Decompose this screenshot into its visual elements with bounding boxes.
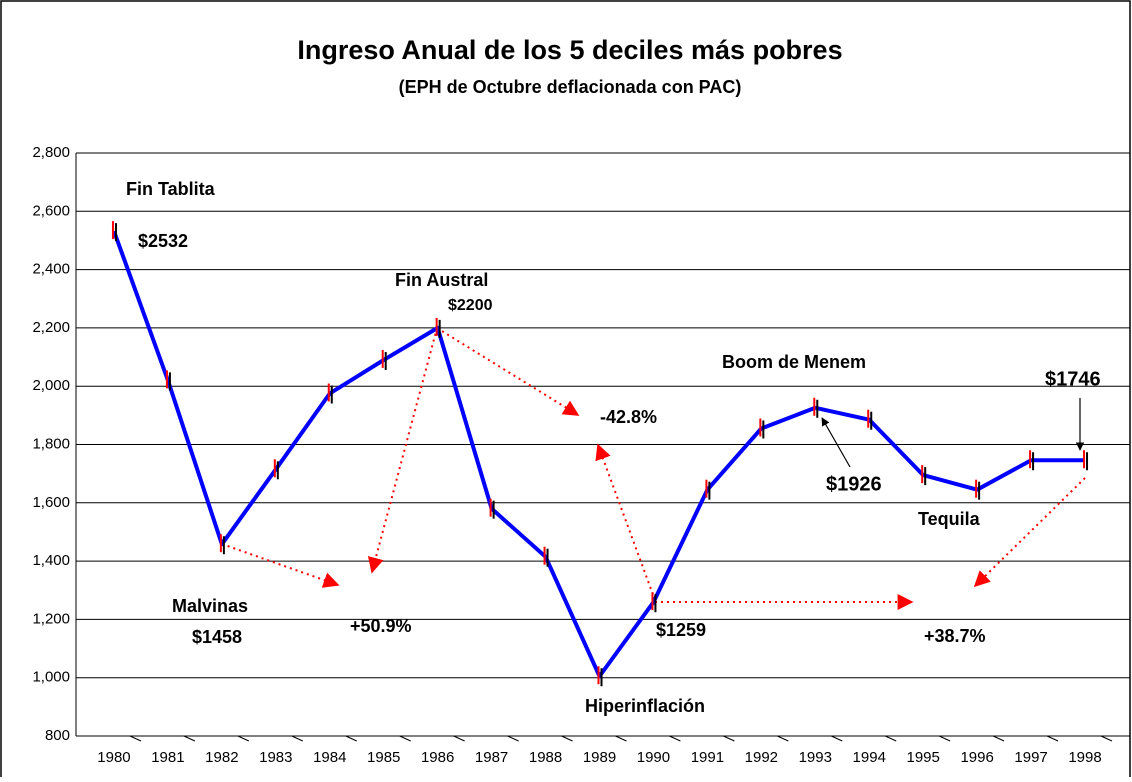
x-tick xyxy=(399,735,411,742)
x-tick-label: 1989 xyxy=(583,749,616,766)
annotation: Hiperinflación xyxy=(585,696,705,716)
grid: 800 1,000 1,200 1,400 1,600 1,800 2,000 2,200 2,… xyxy=(32,144,1130,766)
annotation: $2200 xyxy=(448,297,493,314)
annotation: Fin Tablita xyxy=(126,179,216,199)
y-tick-label: 1,200 xyxy=(32,610,70,627)
x-tick xyxy=(291,735,303,742)
y-tick-label: 2,200 xyxy=(32,319,70,336)
x-tick xyxy=(345,735,357,742)
x-tick-label: 1992 xyxy=(745,749,778,766)
x-tick-label: 1991 xyxy=(691,749,724,766)
x-tick-label: 1984 xyxy=(313,749,346,766)
chart-subtitle: (EPH de Octubre deflacionada con PAC) xyxy=(399,77,742,97)
x-tick xyxy=(615,735,627,742)
x-tick-label: 1994 xyxy=(853,749,886,766)
x-tick-label: 1983 xyxy=(259,749,292,766)
annotation: $1458 xyxy=(192,627,242,647)
y-tick-label: 1,800 xyxy=(32,435,70,452)
x-tick xyxy=(723,735,735,742)
y-tick-label: 2,400 xyxy=(32,261,70,278)
annotation: Fin Austral xyxy=(395,270,488,290)
annotation: Malvinas xyxy=(172,596,248,616)
annotations: Fin Tablita $2532 Fin Austral $2200 Malv… xyxy=(126,179,1101,716)
annotation: $2532 xyxy=(138,231,188,251)
x-tick-label: 1987 xyxy=(475,749,508,766)
x-tick xyxy=(237,735,250,742)
annotation: Boom de Menem xyxy=(722,352,866,372)
annotation: $1746 xyxy=(1045,368,1101,390)
x-tick xyxy=(669,735,681,742)
x-tick xyxy=(183,735,196,742)
plot xyxy=(111,221,1089,687)
x-tick-label: 1998 xyxy=(1068,749,1101,766)
x-tick xyxy=(885,735,897,742)
y-tick-label: 2,000 xyxy=(32,377,70,394)
x-tick xyxy=(831,735,843,742)
x-tick xyxy=(992,735,1005,742)
x-tick-label: 1981 xyxy=(151,749,184,766)
x-tick xyxy=(129,735,142,742)
x-tick xyxy=(938,735,951,742)
annotation: +38.7% xyxy=(924,626,986,646)
x-tick-label: 1997 xyxy=(1014,749,1047,766)
x-tick xyxy=(453,735,465,742)
x-tick-label: 1996 xyxy=(960,749,993,766)
x-tick xyxy=(1046,735,1059,742)
x-tick-label: 1986 xyxy=(421,749,454,766)
y-tick-label: 800 xyxy=(45,727,70,744)
x-tick xyxy=(561,735,573,742)
annotation: +50.9% xyxy=(350,616,412,636)
chart-title: Ingreso Anual de los 5 deciles más pobre… xyxy=(297,35,842,65)
x-tick-label: 1990 xyxy=(637,749,670,766)
y-tick-label: 2,800 xyxy=(32,144,70,161)
y-tick-label: 1,600 xyxy=(32,494,70,511)
x-tick xyxy=(1100,735,1113,742)
annotation: -42.8% xyxy=(600,407,657,427)
x-tick-label: 1988 xyxy=(529,749,562,766)
x-tick xyxy=(507,735,519,742)
x-tick xyxy=(777,735,789,742)
x-tick-label: 1980 xyxy=(97,749,130,766)
annotation: $1259 xyxy=(656,620,706,640)
x-tick-label: 1982 xyxy=(205,749,238,766)
x-tick-label: 1985 xyxy=(367,749,400,766)
annotation-arrows xyxy=(221,327,1086,610)
annotation: $1926 xyxy=(826,473,882,495)
x-tick-label: 1993 xyxy=(799,749,832,766)
y-tick-label: 2,600 xyxy=(32,202,70,219)
y-tick-label: 1,000 xyxy=(32,669,70,686)
x-tick-label: 1995 xyxy=(906,749,939,766)
y-tick-label: 1,400 xyxy=(32,552,70,569)
annotation: Tequila xyxy=(918,509,981,529)
